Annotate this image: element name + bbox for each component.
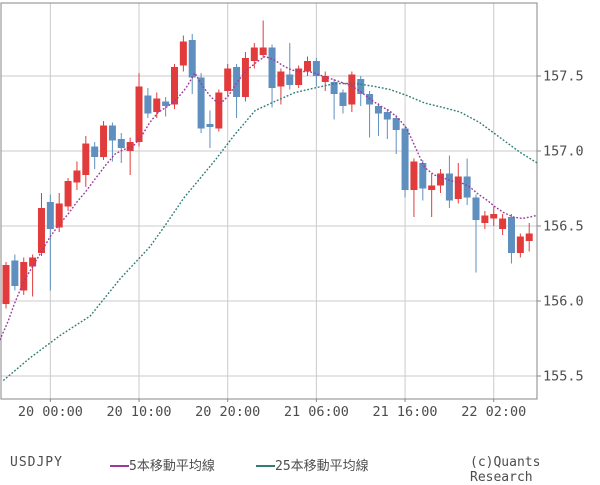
x-axis-label: 20 00:00: [18, 404, 83, 420]
x-axis-label: 20 10:00: [107, 404, 172, 420]
x-axis-label: 21 16:00: [373, 404, 438, 420]
candles-layer: [2, 20, 533, 309]
legend-item-ma25: 25本移動平均線: [256, 455, 369, 474]
ma5-line-swatch: [110, 464, 129, 467]
copyright-label: (c)Quants Research: [470, 455, 541, 485]
y-axis-label: 155.5: [543, 369, 584, 385]
x-axis-label: 21 06:00: [284, 404, 349, 420]
axis-labels: 157.5 157.0 156.5 156.0 155.5 20 00:00 20 10:0…: [18, 69, 584, 421]
ma25-line: [2, 82, 538, 382]
y-axis-label: 156.5: [543, 219, 584, 235]
axis-ticks: [49, 75, 541, 402]
y-axis-label: 157.0: [543, 144, 584, 160]
ma25-line-swatch: [256, 464, 275, 467]
legend-item-ma5: 5本移動平均線: [110, 455, 215, 474]
x-axis-label: 22 02:00: [461, 404, 526, 420]
y-axis-label: 156.0: [543, 294, 584, 310]
legend: USDJPY 5本移動平均線 25本移動平均線 (c)Quants Resear…: [0, 453, 600, 485]
price-chart: 157.5 157.0 156.5 156.0 155.5 20 00:00 20 10:0…: [0, 2, 584, 421]
y-axis-label: 157.5: [543, 69, 584, 85]
x-axis-label: 20 20:00: [195, 404, 260, 420]
ma5-label: 5本移動平均線: [129, 459, 215, 474]
ma25-label: 25本移動平均線: [275, 459, 369, 474]
plot-border: [0, 2, 538, 400]
symbol-label: USDJPY: [10, 455, 63, 470]
